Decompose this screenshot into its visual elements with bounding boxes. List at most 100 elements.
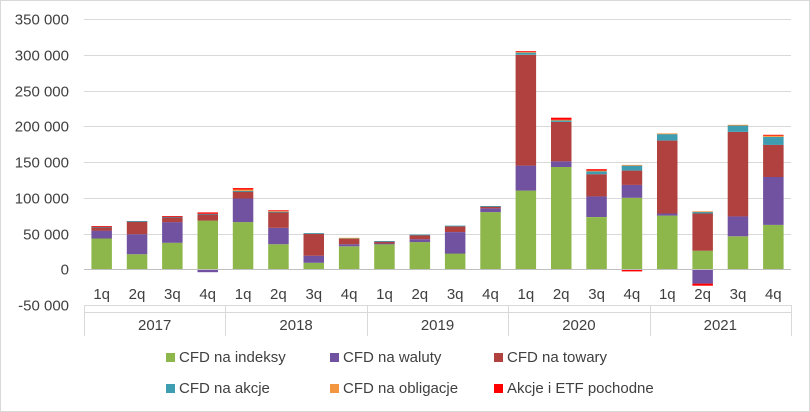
quarter-label: 3q: [447, 286, 464, 303]
bar-segment: [232, 191, 254, 199]
year-label: 2018: [279, 317, 312, 334]
y-tick-label: 0: [61, 262, 69, 279]
bar-segment: [268, 244, 289, 270]
bar-segment: [586, 174, 607, 197]
bar-segment: [338, 244, 360, 247]
bar-segment: [409, 242, 431, 270]
bar-segment: [763, 177, 784, 225]
bar-segment: [621, 184, 643, 198]
bar-segment: [444, 253, 466, 270]
bar-segment: [444, 226, 466, 232]
bar-segment: [551, 161, 572, 167]
quarter-label: 1q: [235, 286, 252, 303]
y-tick-label: -50 000: [18, 298, 69, 315]
bar-segment: [657, 133, 678, 135]
bar-segment: [763, 137, 784, 145]
bar-segment: [480, 208, 501, 213]
bar-segment: [586, 171, 607, 175]
bar-segment: [409, 239, 431, 243]
legend-swatch: [330, 384, 339, 393]
bar-segment: [303, 255, 324, 263]
quarter-label: 1q: [93, 286, 110, 303]
bar-segment: [126, 234, 148, 255]
bar-segment: [480, 206, 501, 209]
bar-segment: [727, 124, 749, 126]
bar-segment: [303, 233, 324, 234]
quarter-label: 1q: [376, 286, 393, 303]
bar-segment: [197, 212, 218, 214]
year-label: 2021: [704, 317, 737, 334]
quarter-label: 2q: [694, 286, 711, 303]
year-label: 2019: [421, 317, 454, 334]
bar-segment: [621, 269, 643, 272]
bar-segment: [303, 233, 324, 256]
bar-segment: [657, 213, 678, 216]
legend-label: CFD na waluty: [343, 349, 442, 366]
bar-segment: [515, 54, 537, 166]
bar-segment: [727, 236, 749, 270]
bar-segment: [126, 221, 148, 235]
bar-segment: [692, 269, 713, 284]
legend-swatch: [494, 353, 503, 362]
bar-segment: [586, 170, 607, 172]
bar-segment: [727, 125, 749, 132]
legend-label: CFD na akcje: [179, 380, 270, 397]
bar-segment: [91, 226, 112, 228]
quarter-label: 4q: [765, 286, 782, 303]
quarter-label: 2q: [129, 286, 146, 303]
quarter-label: 3q: [730, 286, 747, 303]
bar-segment: [91, 230, 112, 239]
bar-segment: [763, 134, 784, 136]
quarter-label: 4q: [624, 286, 641, 303]
bar-segment: [657, 215, 678, 270]
year-label: 2017: [138, 317, 171, 334]
bar-segment: [338, 237, 360, 239]
bar-segment: [763, 135, 784, 137]
quarter-label: 3q: [164, 286, 181, 303]
bar-segment: [621, 165, 643, 171]
bar-segment: [162, 216, 183, 217]
bar-segment: [763, 144, 784, 177]
bar-segment: [515, 52, 537, 55]
bar-segment: [126, 221, 148, 222]
y-tick-label: 250 000: [15, 84, 69, 101]
y-tick-label: 300 000: [15, 48, 69, 65]
y-tick-label: 350 000: [15, 12, 69, 29]
quarter-label: 4q: [199, 286, 216, 303]
quarter-label: 2q: [411, 286, 428, 303]
bar-segment: [409, 234, 431, 236]
bar-segment: [303, 262, 324, 270]
bar-segment: [232, 191, 254, 192]
bar-segment: [374, 244, 395, 270]
bar-segment: [551, 119, 572, 121]
legend-label: Akcje i ETF pochodne: [507, 380, 654, 397]
bar-segment: [551, 120, 572, 122]
legend-label: CFD na towary: [507, 349, 608, 366]
bar-segment: [232, 222, 254, 270]
bar-segment: [162, 242, 183, 270]
bar-segment: [126, 254, 148, 270]
bar-segment: [91, 226, 112, 227]
quarter-label: 2q: [553, 286, 570, 303]
bar-segment: [444, 225, 466, 227]
bar-segment: [197, 213, 218, 215]
bar-segment: [162, 222, 183, 243]
bar-segment: [409, 234, 431, 240]
bar-segment: [586, 196, 607, 217]
legend-swatch: [166, 384, 175, 393]
legend-label: CFD na obligacje: [343, 380, 458, 397]
bar-segment: [657, 140, 678, 214]
bar-segment: [621, 170, 643, 185]
bar-segment: [551, 122, 572, 162]
bar-segment: [232, 188, 254, 190]
bar-segment: [232, 198, 254, 223]
y-tick-label: 50 000: [23, 227, 69, 244]
bar-segment: [515, 190, 537, 270]
bar-segment: [197, 214, 218, 221]
quarter-label: 4q: [482, 286, 499, 303]
bar-segment: [268, 210, 289, 212]
bar-segment: [515, 165, 537, 191]
bar-segment: [444, 232, 466, 254]
bar-segment: [268, 227, 289, 245]
